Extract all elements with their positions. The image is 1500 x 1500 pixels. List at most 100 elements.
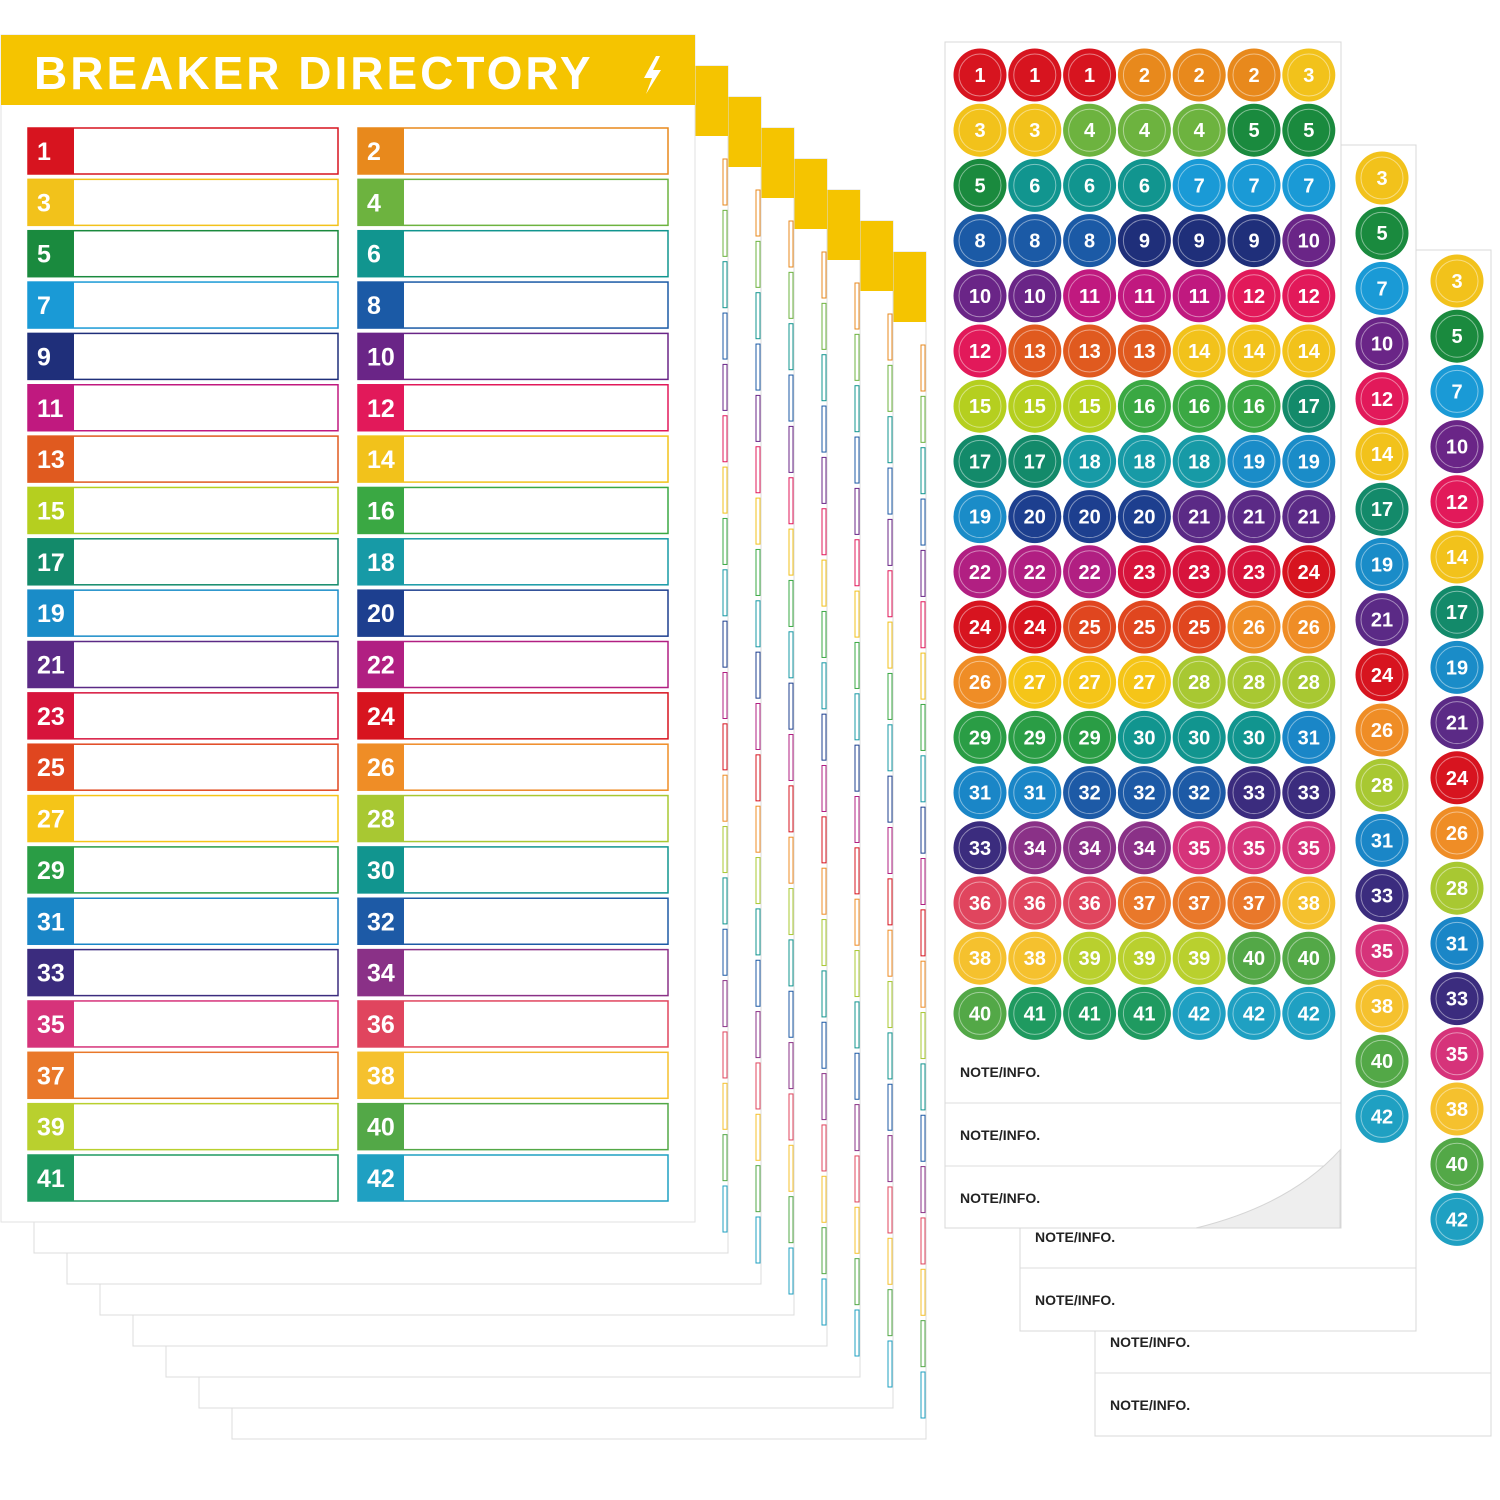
number-tab bbox=[28, 436, 74, 483]
sticker-ring bbox=[1177, 605, 1221, 649]
sticker bbox=[953, 158, 1007, 212]
sticker bbox=[1063, 876, 1117, 930]
back-edge bbox=[920, 344, 926, 392]
sticker-ring bbox=[1177, 715, 1221, 759]
sticker-number: 16 bbox=[1243, 396, 1265, 418]
back-edge bbox=[788, 220, 794, 268]
sticker-ring bbox=[1435, 590, 1479, 634]
back-edge bbox=[887, 518, 893, 566]
back-edge bbox=[887, 467, 893, 515]
sticker-ring bbox=[958, 163, 1002, 207]
back-edge bbox=[887, 570, 893, 618]
note-label: NOTE/INFO. bbox=[1110, 1397, 1190, 1413]
sticker-ring bbox=[1435, 977, 1479, 1021]
sticker-number: 18 bbox=[1078, 451, 1100, 473]
back-edge bbox=[854, 950, 860, 998]
sticker bbox=[1008, 434, 1062, 488]
sticker-ring bbox=[1232, 550, 1276, 594]
back-edge bbox=[854, 590, 860, 638]
back-edge bbox=[854, 436, 860, 484]
sticker-number: 22 bbox=[969, 562, 991, 584]
sticker bbox=[1430, 751, 1484, 805]
sticker-number: 25 bbox=[1078, 617, 1100, 639]
entry-box bbox=[357, 178, 669, 227]
back-edge bbox=[788, 785, 794, 833]
sticker bbox=[953, 48, 1007, 102]
sticker-number: 35 bbox=[1298, 838, 1320, 860]
entry-box bbox=[27, 640, 339, 689]
back-edge bbox=[722, 569, 728, 617]
sticker-ring bbox=[1232, 439, 1276, 483]
sticker-number: 14 bbox=[1446, 547, 1469, 569]
sticker-ring bbox=[1360, 156, 1404, 200]
back-edge bbox=[821, 1278, 827, 1326]
sticker bbox=[1172, 379, 1226, 433]
sticker-number: 17 bbox=[1024, 451, 1046, 473]
sticker bbox=[1355, 979, 1409, 1033]
number-tab bbox=[358, 333, 404, 380]
sticker-number: 31 bbox=[1446, 933, 1468, 955]
sticker bbox=[1355, 151, 1409, 205]
sticker-number: 33 bbox=[1298, 783, 1320, 805]
sticker bbox=[1430, 309, 1484, 363]
back-edge bbox=[821, 1227, 827, 1275]
sticker bbox=[1282, 876, 1336, 930]
sticker-ring bbox=[1360, 377, 1404, 421]
entry-box bbox=[27, 743, 339, 791]
sticker bbox=[1117, 379, 1171, 433]
sticker-number: 11 bbox=[1134, 286, 1155, 308]
back-edge bbox=[920, 1114, 926, 1162]
sticker bbox=[1430, 1082, 1484, 1136]
sticker-number: 40 bbox=[1243, 948, 1265, 970]
sticker bbox=[1282, 600, 1336, 654]
sticker bbox=[1227, 545, 1281, 599]
sticker bbox=[1008, 48, 1062, 102]
breaker-number: 42 bbox=[367, 1165, 395, 1193]
sticker bbox=[1117, 324, 1171, 378]
sticker-ring bbox=[1013, 163, 1057, 207]
number-tab bbox=[28, 898, 74, 945]
back-edge bbox=[722, 261, 728, 309]
back-edge bbox=[920, 1217, 926, 1265]
sticker bbox=[1355, 758, 1409, 812]
sticker bbox=[1355, 813, 1409, 867]
entry-box bbox=[357, 794, 669, 843]
sticker-ring bbox=[1287, 771, 1331, 815]
number-tab bbox=[28, 282, 74, 329]
sticker-ring bbox=[958, 495, 1002, 539]
sticker-ring bbox=[1122, 771, 1166, 815]
back-edge bbox=[788, 888, 794, 936]
number-tab bbox=[358, 538, 404, 585]
sticker-number: 28 bbox=[1446, 878, 1468, 900]
back-edge bbox=[920, 960, 926, 1008]
number-tab bbox=[28, 846, 74, 893]
back-edge bbox=[821, 919, 827, 967]
sticker bbox=[1172, 766, 1226, 820]
back-edge bbox=[920, 395, 926, 443]
entry-box bbox=[27, 127, 339, 175]
sticker-number: 28 bbox=[1371, 775, 1393, 797]
back-edge bbox=[920, 909, 926, 957]
entry-box bbox=[27, 692, 339, 740]
sticker-ring bbox=[1068, 991, 1112, 1035]
sticker-ring bbox=[1287, 936, 1331, 980]
sticker-number: 17 bbox=[1371, 499, 1393, 521]
sticker-number: 40 bbox=[1446, 1154, 1468, 1176]
sticker-ring bbox=[1068, 715, 1112, 759]
sticker bbox=[1355, 703, 1409, 757]
breaker-number: 19 bbox=[37, 600, 65, 628]
entry-box bbox=[357, 538, 669, 586]
number-tab bbox=[28, 692, 74, 739]
sticker-ring bbox=[1068, 550, 1112, 594]
sticker-ring bbox=[1287, 53, 1331, 97]
title-band bbox=[1, 35, 695, 105]
sticker-number: 34 bbox=[1133, 838, 1156, 860]
back-edge bbox=[887, 1340, 893, 1388]
sticker bbox=[1282, 379, 1336, 433]
sticker-number: 27 bbox=[1024, 672, 1046, 694]
entry-box bbox=[357, 435, 669, 483]
sticker-ring bbox=[1177, 274, 1221, 318]
sticker-ring bbox=[1435, 701, 1479, 745]
sticker bbox=[1227, 710, 1281, 764]
sticker bbox=[1063, 986, 1117, 1040]
